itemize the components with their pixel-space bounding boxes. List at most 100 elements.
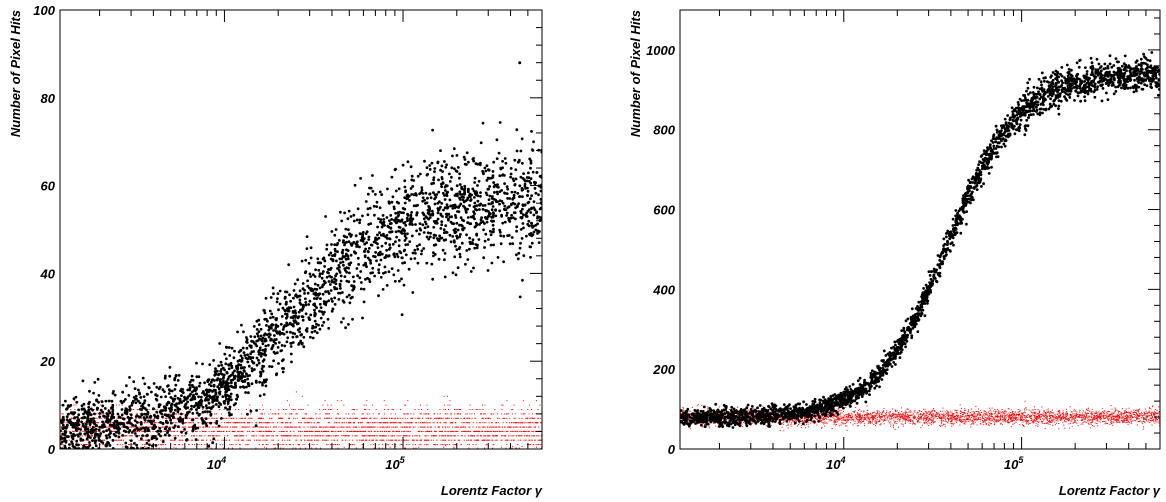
data-point	[217, 439, 219, 441]
data-point	[468, 236, 472, 240]
data-point	[512, 409, 514, 410]
data-point	[268, 413, 270, 415]
data-point	[107, 428, 111, 431]
data-point	[257, 361, 261, 365]
data-point	[326, 413, 328, 415]
data-point	[222, 444, 224, 446]
data-point	[536, 422, 538, 424]
data-point	[495, 157, 499, 161]
data-point	[201, 435, 203, 437]
data-point	[379, 413, 380, 415]
data-point	[242, 435, 244, 437]
data-point	[456, 228, 460, 232]
data-point	[108, 444, 112, 447]
data-point	[493, 426, 495, 428]
data-point	[435, 435, 437, 437]
data-layer	[60, 61, 542, 449]
data-point	[330, 444, 332, 446]
data-point	[107, 430, 109, 432]
data-point	[316, 444, 318, 446]
data-point	[338, 257, 342, 261]
data-point	[409, 435, 410, 437]
data-point	[112, 430, 114, 432]
data-point	[445, 215, 448, 219]
data-point	[485, 164, 489, 168]
data-point	[398, 417, 400, 419]
data-point	[251, 356, 255, 360]
data-point	[194, 435, 195, 437]
data-point	[364, 435, 366, 437]
data-point	[419, 435, 421, 437]
data-point	[369, 413, 371, 415]
data-point	[173, 394, 177, 398]
data-point	[257, 426, 259, 428]
data-point	[213, 435, 215, 437]
data-point	[434, 413, 435, 415]
data-point	[228, 407, 232, 411]
data-point	[343, 417, 345, 419]
data-point	[535, 446, 537, 448]
data-point	[128, 435, 130, 437]
data-point	[396, 422, 398, 424]
data-point	[503, 204, 507, 208]
data-point	[329, 426, 331, 428]
data-point	[454, 444, 456, 446]
data-point	[491, 223, 495, 227]
data-point	[229, 426, 231, 428]
data-point	[246, 412, 249, 416]
data-point	[424, 222, 428, 226]
data-point	[287, 439, 289, 441]
data-point	[294, 311, 297, 315]
data-point	[518, 422, 520, 424]
data-point	[229, 398, 233, 402]
data-point	[132, 380, 136, 384]
data-point	[530, 194, 533, 198]
data-point	[382, 444, 384, 446]
data-point	[384, 409, 385, 410]
data-point	[439, 168, 442, 172]
data-point	[455, 444, 457, 446]
data-point	[281, 444, 283, 446]
data-point	[419, 413, 421, 415]
data-point	[277, 439, 279, 441]
data-point	[296, 417, 298, 419]
data-point	[465, 233, 468, 237]
data-point	[231, 447, 233, 449]
data-point	[522, 430, 524, 432]
data-point	[167, 434, 171, 437]
data-point	[501, 426, 503, 428]
data-point	[401, 439, 403, 441]
data-point	[404, 189, 408, 193]
data-point	[531, 435, 533, 437]
data-point	[134, 415, 138, 418]
data-point	[499, 426, 501, 428]
data-point	[475, 409, 477, 410]
data-point	[392, 252, 396, 256]
data-point	[283, 426, 285, 428]
data-point	[200, 426, 202, 428]
data-point	[235, 409, 236, 410]
data-point	[146, 410, 150, 414]
data-point	[60, 439, 62, 441]
data-point	[449, 417, 450, 419]
data-point	[425, 417, 427, 419]
data-point	[425, 261, 429, 265]
data-point	[174, 383, 178, 387]
data-point	[291, 426, 293, 428]
data-point	[311, 447, 313, 449]
data-point	[207, 444, 209, 446]
data-point	[467, 422, 469, 424]
data-point	[387, 225, 391, 229]
data-point	[204, 417, 208, 420]
data-point	[136, 409, 138, 410]
data-point	[512, 445, 514, 447]
data-point	[297, 444, 299, 446]
data-point	[287, 263, 291, 267]
data-point	[527, 426, 529, 428]
data-point	[67, 426, 69, 428]
data-point	[252, 426, 254, 428]
data-point	[482, 426, 484, 428]
data-point	[102, 413, 104, 415]
data-point	[421, 223, 425, 227]
